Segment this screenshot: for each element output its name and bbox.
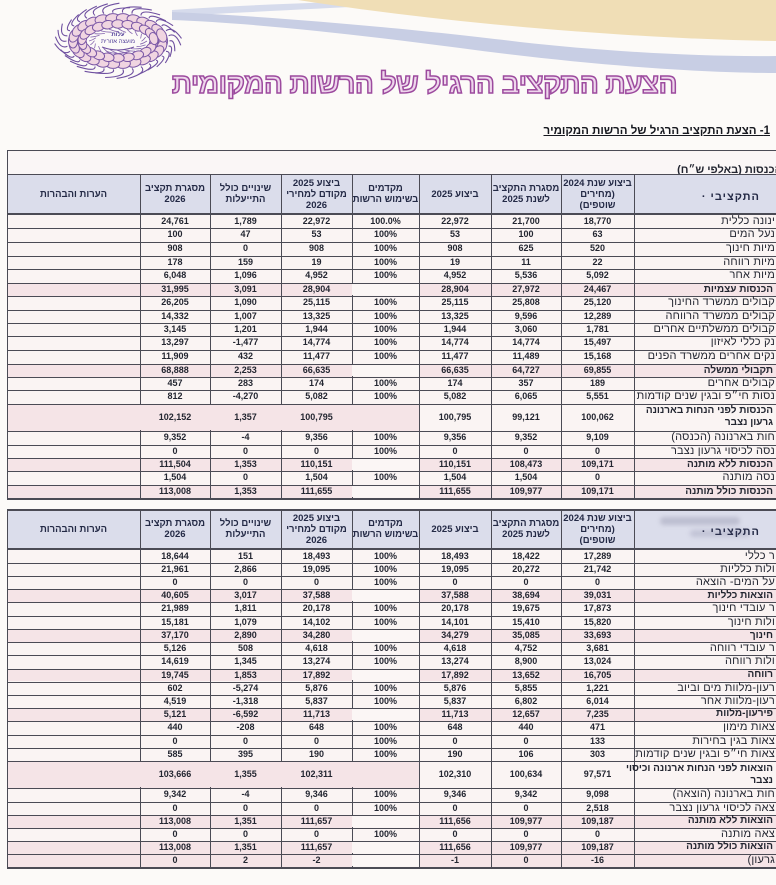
svg-text:עלות: עלות (111, 30, 125, 38)
svg-text:מועצה אזורית: מועצה אזורית (101, 39, 135, 45)
